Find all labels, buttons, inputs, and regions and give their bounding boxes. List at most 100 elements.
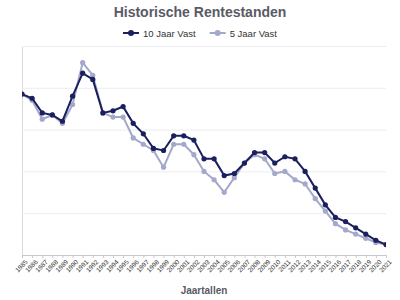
x-tick-mark: [194, 255, 195, 258]
point: [121, 104, 126, 109]
point: [191, 137, 196, 142]
x-tick-mark: [366, 255, 367, 258]
x-tick-mark: [255, 255, 256, 258]
point: [303, 169, 308, 174]
x-tick-mark: [265, 255, 266, 258]
point: [40, 110, 45, 115]
x-tick-mark: [83, 255, 84, 258]
point: [100, 110, 105, 115]
x-tick-mark: [386, 255, 387, 258]
point: [363, 232, 368, 237]
point: [242, 160, 247, 165]
point: [40, 117, 45, 122]
x-tick-mark: [32, 255, 33, 258]
point: [383, 242, 386, 247]
point: [303, 181, 308, 186]
point: [50, 112, 55, 117]
grid-line: [22, 130, 386, 131]
point: [171, 142, 176, 147]
point: [333, 215, 338, 220]
point: [282, 169, 287, 174]
x-tick-mark: [234, 255, 235, 258]
point: [343, 219, 348, 224]
chart: Historische Rentestanden1985198619871988…: [0, 0, 400, 300]
point: [161, 148, 166, 153]
x-tick-mark: [295, 255, 296, 258]
point: [262, 156, 267, 161]
y-axis: [22, 47, 386, 256]
point: [100, 110, 105, 115]
x-tick-mark: [164, 255, 165, 258]
grid-line: [22, 46, 386, 47]
x-tick-mark: [305, 255, 306, 258]
x-tick-mark: [153, 255, 154, 258]
point: [80, 71, 85, 76]
point: [313, 196, 318, 201]
x-tick-mark: [346, 255, 347, 258]
point: [272, 160, 277, 165]
point: [131, 135, 136, 140]
point: [141, 142, 146, 147]
point: [151, 146, 156, 151]
x-tick-mark: [133, 255, 134, 258]
x-tick-mark: [93, 255, 94, 258]
point: [282, 154, 287, 159]
point: [323, 209, 328, 214]
x-tick-mark: [356, 255, 357, 258]
x-tick-mark: [73, 255, 74, 258]
point: [80, 60, 85, 65]
point: [353, 225, 358, 230]
point: [272, 171, 277, 176]
legend-label: 10 Jaar Vast: [143, 28, 196, 39]
point: [201, 156, 206, 161]
point: [373, 238, 378, 243]
x-axis: 1985198619871988198919901991199219931994…: [14, 255, 393, 273]
x-tick-mark: [113, 255, 114, 258]
point: [131, 121, 136, 126]
point: [323, 202, 328, 207]
point: [141, 131, 146, 136]
x-tick-mark: [103, 255, 104, 258]
y-axis-line: [23, 47, 387, 256]
point: [313, 186, 318, 191]
legend-label: 5 Jaar Vast: [230, 28, 278, 39]
series-line: [22, 63, 386, 245]
point: [232, 171, 237, 176]
point: [181, 133, 186, 138]
legend-item: 5 Jaar Vast: [210, 28, 278, 39]
point: [22, 91, 25, 96]
point: [161, 165, 166, 170]
point: [171, 133, 176, 138]
legend-marker: [215, 30, 221, 36]
x-tick-label: 2021: [378, 258, 393, 273]
series-group: [22, 60, 386, 247]
y-tick: [22, 130, 386, 131]
point: [110, 108, 115, 113]
x-tick-mark: [285, 255, 286, 258]
point: [222, 190, 227, 195]
x-tick-mark: [315, 255, 316, 258]
point: [353, 232, 358, 237]
x-tick-mark: [184, 255, 185, 258]
x-tick-mark: [204, 255, 205, 258]
x-axis-title: Jaartallen: [181, 285, 228, 296]
x-tick-mark: [244, 255, 245, 258]
x-tick-mark: [174, 255, 175, 258]
point: [252, 150, 257, 155]
x-tick-mark: [275, 255, 276, 258]
point: [201, 169, 206, 174]
point: [191, 152, 196, 157]
point: [30, 96, 35, 101]
legend-item: 10 Jaar Vast: [123, 28, 196, 39]
point: [70, 94, 75, 99]
x-tick-mark: [214, 255, 215, 258]
legend-marker: [128, 30, 134, 36]
x-tick-mark: [325, 255, 326, 258]
point: [262, 150, 267, 155]
point: [292, 177, 297, 182]
x-tick-mark: [335, 255, 336, 258]
plot: 1985198619871988198919901991199219931994…: [14, 47, 393, 274]
point: [60, 119, 65, 124]
x-tick-mark: [376, 255, 377, 258]
point: [212, 177, 217, 182]
